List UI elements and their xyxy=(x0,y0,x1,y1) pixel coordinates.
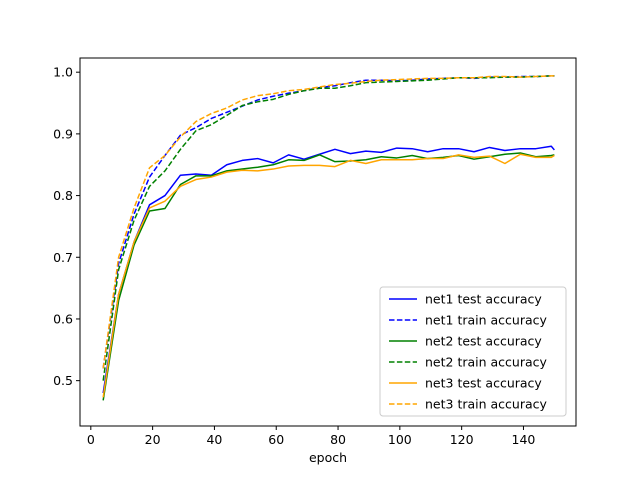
x-axis-label: epoch xyxy=(309,450,347,465)
plot-frame xyxy=(79,57,577,427)
series-layer xyxy=(102,75,555,401)
x-tick-label: 120 xyxy=(450,432,474,447)
x-axis-ticks: 0 20 40 60 80 100 120 140 xyxy=(87,426,536,447)
legend-entry-label: net2 test accuracy xyxy=(425,334,542,349)
legend-entry-label: net2 train accuracy xyxy=(425,355,548,370)
y-tick-label: 0.5 xyxy=(53,373,73,388)
x-tick-label: 140 xyxy=(512,432,536,447)
series-line-5 xyxy=(102,153,555,398)
legend-entry-label: net1 test accuracy xyxy=(425,292,542,307)
x-tick-label: 0 xyxy=(87,432,95,447)
series-line-1 xyxy=(102,145,555,394)
x-tick-label: 20 xyxy=(145,432,161,447)
series-line-4 xyxy=(102,75,555,381)
x-tick-label: 80 xyxy=(330,432,346,447)
x-tick-label: 60 xyxy=(268,432,284,447)
x-tick-label: 100 xyxy=(388,432,412,447)
y-axis-ticks: 0.5 0.6 0.7 0.8 0.9 1.0 xyxy=(53,65,80,388)
legend-entry-label: net3 train accuracy xyxy=(425,397,548,412)
legend-entry-label: net1 train accuracy xyxy=(425,313,548,328)
y-tick-label: 0.8 xyxy=(53,188,73,203)
series-line-6 xyxy=(102,75,555,369)
y-tick-label: 0.6 xyxy=(53,311,73,326)
y-tick-label: 0.9 xyxy=(53,126,73,141)
series-line-2 xyxy=(102,75,555,369)
legend-entry-label: net3 test accuracy xyxy=(425,376,542,391)
y-tick-label: 1.0 xyxy=(53,65,73,80)
y-tick-label: 0.7 xyxy=(53,250,73,265)
legend: net1 test accuracy net1 train accuracy net… xyxy=(379,286,567,417)
x-tick-label: 40 xyxy=(206,432,222,447)
legend-box xyxy=(379,286,567,417)
